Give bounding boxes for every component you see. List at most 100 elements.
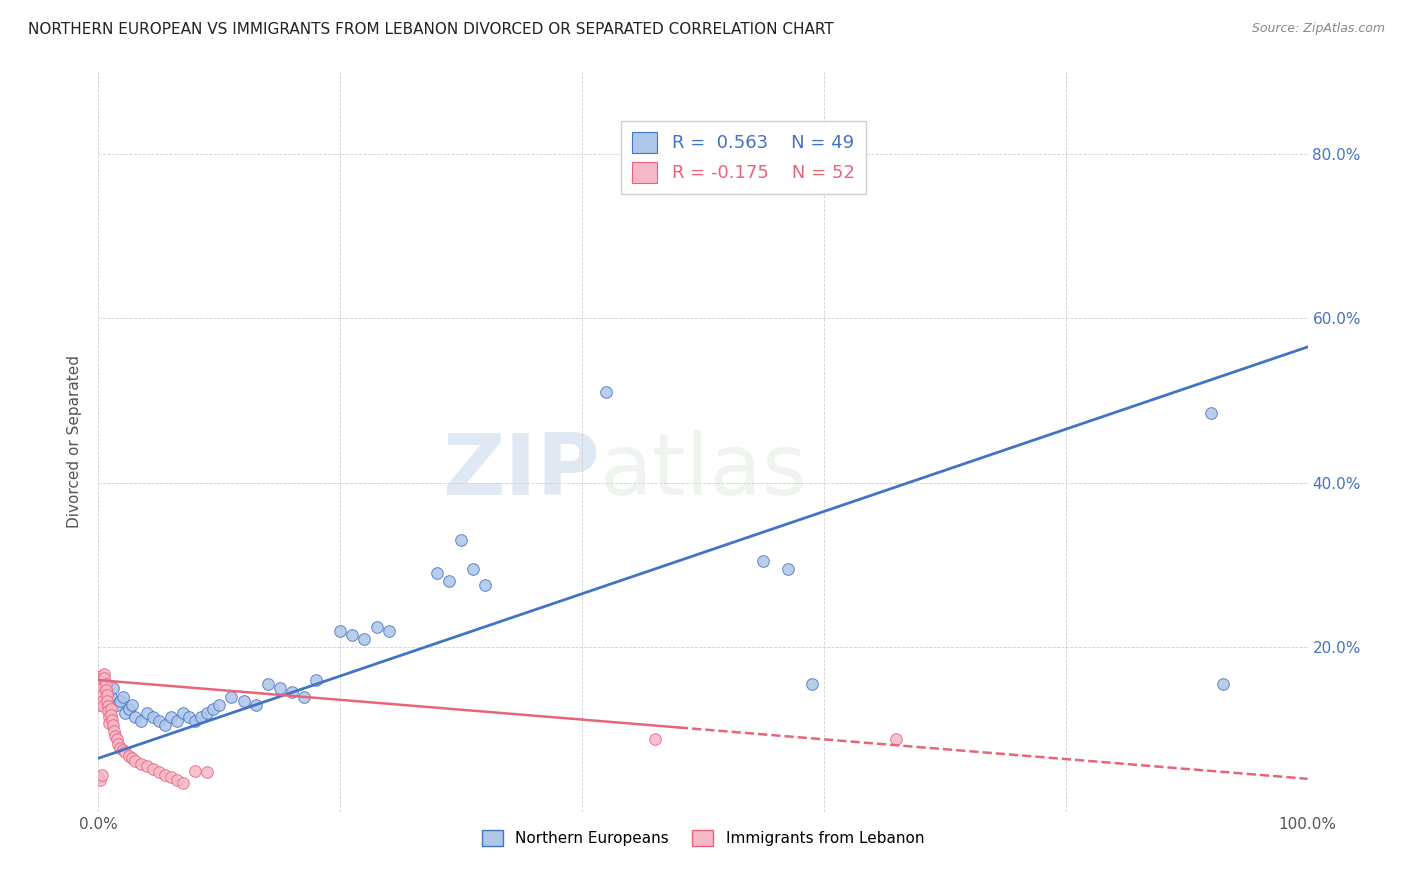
Point [93, 677, 115, 691]
Point [221, 690, 243, 704]
Point [94, 677, 117, 691]
Point [90, 674, 112, 689]
Point [195, 765, 218, 780]
Point [377, 624, 399, 638]
Text: atlas: atlas [600, 430, 808, 513]
Point [96, 688, 118, 702]
Point [124, 710, 146, 724]
Point [104, 729, 127, 743]
Point [100, 713, 122, 727]
Point [752, 554, 775, 568]
Point [153, 767, 176, 781]
Point [87, 698, 110, 712]
Point [184, 764, 207, 778]
Point [114, 706, 136, 720]
Point [256, 677, 278, 691]
Point [97, 685, 120, 699]
Point [160, 770, 183, 784]
Point [292, 690, 315, 704]
Point [91, 688, 114, 702]
Point [160, 710, 183, 724]
Point [776, 562, 799, 576]
Point [111, 690, 134, 704]
Point [121, 751, 143, 765]
Point [148, 714, 170, 729]
Point [91, 681, 114, 696]
Point [172, 776, 194, 790]
Point [105, 698, 128, 712]
Point [98, 710, 121, 724]
Point [100, 690, 122, 704]
Point [101, 718, 124, 732]
Point [89, 680, 111, 694]
Text: NORTHERN EUROPEAN VS IMMIGRANTS FROM LEBANON DIVORCED OR SEPARATED CORRELATION C: NORTHERN EUROPEAN VS IMMIGRANTS FROM LEB… [28, 22, 834, 37]
Point [172, 706, 194, 720]
Point [595, 385, 617, 400]
Point [91, 767, 114, 781]
Point [87, 677, 110, 691]
Point [100, 707, 122, 722]
Point [179, 710, 201, 724]
Point [269, 681, 291, 696]
Point [1212, 677, 1234, 691]
Point [107, 737, 129, 751]
Point [111, 743, 134, 757]
Legend: Northern Europeans, Immigrants from Lebanon: Northern Europeans, Immigrants from Leba… [475, 824, 931, 852]
Point [644, 732, 666, 747]
Point [108, 694, 131, 708]
Point [114, 746, 136, 760]
Point [135, 706, 157, 720]
Point [208, 698, 231, 712]
Point [129, 757, 152, 772]
Point [353, 632, 375, 646]
Point [89, 773, 111, 788]
Point [103, 724, 125, 739]
Text: ZIP: ZIP [443, 430, 600, 513]
Point [87, 770, 110, 784]
Point [202, 702, 225, 716]
Point [94, 683, 117, 698]
Point [91, 699, 114, 714]
Point [142, 710, 165, 724]
Point [108, 740, 131, 755]
Point [463, 562, 485, 576]
Point [135, 759, 157, 773]
Point [305, 673, 328, 687]
Point [96, 694, 118, 708]
Y-axis label: Divorced or Separated: Divorced or Separated [67, 355, 83, 528]
Point [190, 710, 212, 724]
Point [886, 732, 908, 747]
Point [166, 714, 188, 729]
Point [87, 688, 110, 702]
Point [281, 685, 304, 699]
Point [142, 762, 165, 776]
Point [87, 691, 110, 706]
Point [91, 694, 114, 708]
Point [366, 619, 388, 633]
Point [118, 748, 141, 763]
Point [101, 681, 124, 696]
Text: Source: ZipAtlas.com: Source: ZipAtlas.com [1251, 22, 1385, 36]
Point [1199, 406, 1222, 420]
Point [450, 533, 472, 548]
Point [121, 698, 143, 712]
Point [118, 702, 141, 716]
Point [97, 699, 120, 714]
Point [195, 706, 218, 720]
Point [87, 683, 110, 698]
Point [105, 732, 128, 747]
Point [184, 714, 207, 729]
Point [148, 765, 170, 780]
Point [166, 773, 188, 788]
Point [800, 677, 823, 691]
Point [98, 715, 121, 730]
Point [437, 574, 460, 589]
Point [89, 673, 111, 687]
Point [100, 702, 122, 716]
Point [129, 714, 152, 729]
Point [93, 666, 115, 681]
Point [245, 698, 267, 712]
Point [97, 704, 120, 718]
Point [426, 566, 449, 581]
Point [329, 624, 352, 638]
